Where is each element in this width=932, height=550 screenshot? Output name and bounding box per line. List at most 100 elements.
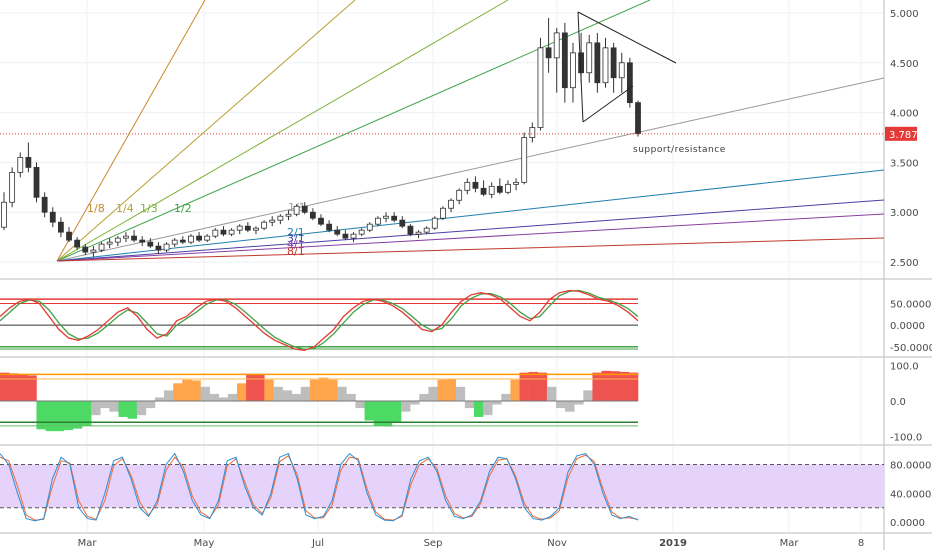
histogram-bar	[109, 401, 119, 412]
candle-body	[9, 171, 16, 203]
trendline-side	[577, 11, 584, 123]
candle-body	[131, 235, 137, 241]
time-tick-label: Nov	[547, 538, 567, 549]
candle-body	[496, 185, 503, 193]
candle-body	[505, 183, 511, 193]
histogram-bar	[72, 401, 83, 429]
price-tick-label: 3.000	[890, 208, 919, 219]
candle-body	[529, 127, 536, 138]
candle-body	[285, 213, 292, 217]
histogram-bar	[619, 371, 630, 401]
histogram-bar	[309, 379, 320, 401]
histogram-bar	[601, 370, 611, 401]
histogram-bar	[154, 397, 165, 401]
fan-line	[56, 199, 885, 262]
histogram-bar	[546, 386, 557, 401]
candle-body	[49, 211, 56, 223]
histogram-bar	[446, 379, 457, 401]
candle-body	[204, 235, 211, 241]
trendline-upper	[577, 11, 677, 64]
histogram-bar	[255, 374, 265, 401]
histogram-bar	[382, 401, 393, 427]
fan-label: 8/1	[287, 245, 305, 258]
time-tick-label: 8	[858, 538, 864, 549]
histogram-bar	[610, 371, 621, 401]
histogram-bar	[328, 379, 338, 401]
price-axis[interactable]: 5.000 4.500 4.000 3.500 3.000 2.500 50.0000 0.0…	[890, 9, 932, 529]
candle-body	[33, 166, 40, 198]
fan-label: 3/1	[287, 232, 305, 245]
hist-tick-label: 0.0	[890, 397, 906, 408]
candle-body	[407, 225, 414, 235]
candle-body	[41, 196, 48, 213]
support-resistance-note: support/resistance	[633, 145, 726, 155]
candle-body	[261, 221, 268, 229]
candle-body	[293, 205, 300, 215]
candle-body	[212, 229, 219, 237]
time-tick-label: Mar	[78, 538, 98, 549]
time-axis[interactable]: Mar May Jul Sep Nov 2019 Mar 8	[78, 538, 865, 549]
histogram-bar	[63, 401, 74, 431]
fan-label: 4/1	[287, 238, 305, 251]
candle-body	[537, 47, 544, 128]
fan-label: 1/8	[87, 202, 105, 215]
histogram-bar	[173, 383, 183, 401]
fan-label: 2/1	[287, 226, 305, 239]
candle-body	[618, 62, 625, 79]
candle-body	[472, 181, 479, 189]
candle-body	[366, 223, 373, 231]
gann-fan: 1/81/41/31/21/12/13/14/18/1	[56, 0, 885, 262]
last-price-tag: 3.787	[889, 130, 918, 141]
candle-body	[431, 217, 438, 229]
candlestick-series	[1, 17, 641, 258]
histogram-bar	[91, 401, 101, 416]
candle-body	[374, 217, 381, 225]
histogram-bar	[419, 393, 429, 401]
histogram-bar	[191, 380, 201, 401]
candle-body	[440, 207, 446, 219]
fan-line	[56, 0, 206, 262]
histogram-bar	[319, 377, 329, 401]
histogram-bar	[574, 401, 584, 405]
candle-body	[98, 243, 105, 251]
candle-body	[513, 181, 519, 185]
time-tick-label: Sep	[424, 538, 443, 549]
histogram-bar	[628, 372, 639, 401]
histogram-bar	[164, 390, 174, 401]
histogram-bar	[118, 401, 128, 417]
price-tick-label: 5.000	[890, 9, 919, 20]
candle-body	[253, 227, 259, 231]
candle-body	[326, 223, 333, 231]
candle-body	[123, 235, 129, 239]
histogram-bar	[0, 372, 10, 401]
histogram-bar	[355, 401, 365, 409]
candle-body	[561, 32, 568, 89]
hist-tick-label: 100.0	[890, 362, 919, 373]
fan-line	[56, 0, 356, 262]
fan-label: 1/4	[116, 202, 134, 215]
histogram-bar	[501, 393, 511, 401]
histogram-bar	[100, 401, 110, 409]
drawings	[0, 11, 917, 141]
osc-tick-label: -50.0000	[890, 343, 932, 354]
osc-line-green	[0, 289, 639, 351]
time-tick-label: Jul	[311, 538, 324, 549]
histogram-bar	[273, 386, 283, 401]
candle-body	[188, 235, 194, 243]
histogram-bar	[537, 372, 548, 401]
candle-body	[488, 185, 495, 195]
fan-line	[56, 169, 885, 262]
candle-body	[415, 231, 422, 235]
last-price-tag-bg	[885, 126, 917, 141]
candle-body	[610, 47, 617, 79]
histogram-bar	[300, 386, 311, 401]
histogram-bar	[27, 375, 37, 401]
histogram-bar	[464, 401, 475, 409]
histogram-bar	[373, 401, 384, 426]
histogram-bar	[473, 401, 484, 417]
candle-body	[318, 217, 324, 225]
osc-tick-label: 0.0000	[890, 321, 925, 332]
price-tick-label: 3.500	[890, 158, 919, 169]
